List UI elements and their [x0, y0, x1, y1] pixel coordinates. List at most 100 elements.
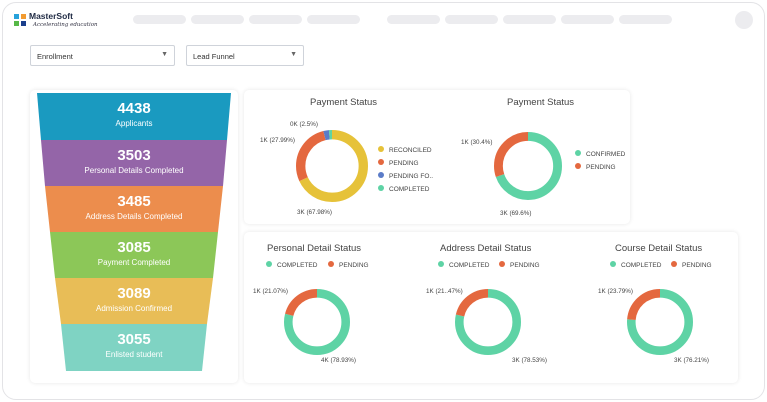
funnel-step-address[interactable]: 3485 Address Details Completed	[37, 186, 231, 232]
legend-label: CONFIRMED	[586, 151, 626, 158]
funnel-shape	[41, 140, 227, 186]
avatar[interactable]	[735, 11, 753, 29]
slice-label: 0K (2.5%)	[290, 121, 318, 128]
nav-placeholder[interactable]	[191, 15, 244, 24]
brand-tagline: Accelerating education	[33, 22, 98, 28]
funnel-step-enlisted[interactable]: 3055 Enlisted student	[37, 324, 231, 371]
legend-item[interactable]: PENDING	[378, 159, 419, 167]
nav-placeholder[interactable]	[249, 15, 302, 24]
legend-label: RECONCILED	[389, 147, 432, 154]
donut-slice-pending[interactable]	[494, 132, 562, 200]
funnel-shape	[55, 278, 213, 324]
detail-status-card: Personal Detail Status COMPLETED PENDING…	[244, 232, 738, 383]
legend-label: COMPLETED	[621, 262, 662, 269]
funnel-step-admission[interactable]: 3089 Admission Confirmed	[37, 278, 231, 324]
slice-label: 1K (21.07%)	[253, 288, 289, 295]
funnel-step-applicants[interactable]: 4438 Applicants	[37, 93, 231, 140]
legend-item[interactable]: COMPLETED	[266, 261, 318, 269]
donut-slice-pending[interactable]	[284, 289, 350, 355]
funnel-label: Applicants	[115, 119, 153, 128]
legend-dot	[328, 261, 334, 268]
funnel-value: 3055	[117, 331, 151, 348]
legend-dot	[610, 261, 616, 268]
legend-item[interactable]: CONFIRMED	[575, 150, 626, 158]
chevron-down-icon: ▼	[161, 51, 168, 58]
lead-funnel: 4438 Applicants 3503 Personal Details Co…	[37, 93, 231, 379]
legend-label: COMPLETED	[389, 186, 430, 193]
funnel-value: 4438	[117, 100, 151, 117]
donut-slice-completed[interactable]	[296, 130, 368, 202]
nav-placeholder[interactable]	[503, 15, 556, 24]
payment-status-donut[interactable]	[296, 130, 368, 202]
address-detail-donut[interactable]	[455, 289, 521, 355]
legend-item[interactable]: COMPLETED	[378, 185, 430, 193]
funnel-shape	[37, 93, 231, 140]
slice-label: 1K (27.99%)	[260, 137, 296, 144]
slice-label: 1K (30.4%)	[461, 139, 493, 146]
legend-item[interactable]: RECONCILED	[378, 146, 432, 154]
legend-label: COMPLETED	[277, 262, 318, 269]
slice-label: 3K (76.21%)	[674, 357, 710, 364]
legend-dot	[378, 172, 384, 179]
nav-placeholder[interactable]	[445, 15, 498, 24]
nav-placeholder[interactable]	[133, 15, 186, 24]
funnel-step-personal[interactable]: 3503 Personal Details Completed	[37, 140, 231, 186]
slice-label: 4K (78.93%)	[321, 357, 357, 364]
personal-detail-donut[interactable]	[284, 289, 350, 355]
legend-label: PENDING	[339, 262, 369, 269]
funnel-value: 3485	[117, 193, 151, 210]
legend-dot	[438, 261, 444, 268]
donut-slice-pending[interactable]	[627, 289, 693, 355]
legend-item[interactable]: COMPLETED	[610, 261, 662, 269]
brand-name: MasterSoft	[29, 11, 73, 21]
legend-dot	[378, 146, 384, 153]
funnel-step-payment[interactable]: 3085 Payment Completed	[37, 232, 231, 278]
top-bar: MasterSoft Accelerating education	[3, 3, 764, 37]
payment-status-card: Payment Status 0K (2.5%) 1K (27.99%) 3K …	[244, 90, 630, 224]
legend-dot	[671, 261, 677, 268]
chart-title: Course Detail Status	[615, 243, 703, 254]
nav-placeholder[interactable]	[387, 15, 440, 24]
select-value: Lead Funnel	[193, 52, 235, 61]
legend-label: COMPLETED	[449, 262, 490, 269]
legend-label: PENDING	[586, 164, 616, 171]
enrollment-select[interactable]: Enrollment ▼	[30, 45, 175, 66]
donut-slice-pending[interactable]	[296, 130, 368, 202]
funnel-label: Personal Details Completed	[84, 166, 184, 175]
legend-dot	[575, 163, 581, 170]
slice-label: 3K (69.6%)	[500, 210, 532, 217]
slice-label: 1K (23.79%)	[598, 288, 634, 295]
legend-item[interactable]: PENDING	[499, 261, 540, 269]
legend-item[interactable]: PENDING	[671, 261, 712, 269]
funnel-shape	[45, 186, 223, 232]
slice-label: 3K (78.53%)	[512, 357, 548, 364]
funnel-shape	[61, 324, 207, 371]
donut-slice-pending[interactable]	[455, 289, 521, 355]
course-detail-donut[interactable]	[627, 289, 693, 355]
chart-title: Payment Status	[310, 97, 378, 108]
nav-placeholder[interactable]	[619, 15, 672, 24]
dashboard-content: Enrollment ▼ Lead Funnel ▼ 4438 Applican…	[3, 37, 764, 399]
legend-item[interactable]: PENDING FO..	[378, 172, 433, 180]
nav-placeholder[interactable]	[307, 15, 360, 24]
legend-dot	[378, 185, 384, 192]
legend-item[interactable]: COMPLETED	[438, 261, 490, 269]
slice-label: 3K (67.98%)	[297, 209, 333, 216]
chart-title: Payment Status	[507, 97, 575, 108]
legend-dot	[378, 159, 384, 166]
legend-dot	[575, 150, 581, 157]
funnel-label: Address Details Completed	[85, 212, 183, 221]
payment-status-donut[interactable]	[494, 132, 562, 200]
legend-item[interactable]: PENDING	[328, 261, 369, 269]
legend-dot	[499, 261, 505, 268]
chevron-down-icon: ▼	[290, 51, 297, 58]
legend-label: PENDING	[682, 262, 712, 269]
nav-placeholder[interactable]	[561, 15, 614, 24]
lead-funnel-select[interactable]: Lead Funnel ▼	[186, 45, 304, 66]
funnel-label: Enlisted student	[105, 350, 163, 359]
legend-item[interactable]: PENDING	[575, 163, 616, 171]
brand-logo[interactable]: MasterSoft Accelerating education	[13, 11, 98, 33]
funnel-shape	[50, 232, 218, 278]
legend-label: PENDING	[389, 160, 419, 167]
